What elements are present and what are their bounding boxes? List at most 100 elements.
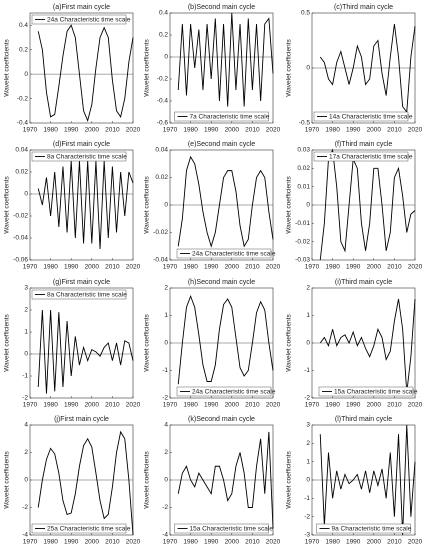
legend-box (174, 111, 269, 122)
x-tick-label: 2010 (105, 127, 120, 134)
y-tick-label: 0.4 (159, 10, 168, 17)
x-tick-label: 1970 (163, 127, 178, 134)
series-line (37, 430, 134, 536)
y-tick-label: -4 (162, 532, 168, 539)
legend-label: 15a Characteristic time scale (334, 389, 418, 396)
x-tick-label: 2000 (367, 264, 382, 271)
panel-title: (h)Second main cycle (188, 279, 255, 286)
y-tick-label: -2 (22, 395, 28, 402)
x-tick-label: 1980 (325, 539, 340, 546)
legend-box (316, 523, 411, 534)
y-tick-label: 0 (24, 191, 28, 198)
x-tick-label: 1970 (23, 264, 38, 271)
x-tick-label: 2000 (367, 539, 382, 546)
legend-label: 9a Characteristic time scale (332, 526, 412, 533)
legend: 15a Characteristic time scale (318, 386, 418, 397)
y-tick-label: 2 (164, 285, 168, 292)
y-tick-label: 3 (24, 285, 28, 292)
series-line (37, 160, 134, 250)
x-tick-label: 1980 (43, 127, 58, 134)
x-tick-label: 1970 (163, 264, 178, 271)
x-tick-label: 2010 (387, 264, 402, 271)
legend: 8a Characteristic time scale (31, 151, 127, 162)
legend: 14a Characteristic time scale (313, 111, 413, 122)
legend: 17a Characteristic time scale (313, 151, 413, 162)
y-tick-label: 0 (306, 477, 310, 484)
legend-label: 8a Characteristic time scale (47, 292, 127, 299)
x-tick-label: 2020 (266, 539, 281, 546)
x-tick-label: 1970 (163, 539, 178, 546)
series-line (177, 12, 274, 107)
y-tick-label: -2 (162, 395, 168, 402)
x-tick-label: 2010 (245, 127, 260, 134)
y-tick-label: 1 (306, 312, 310, 319)
y-tick-label: -1 (304, 495, 310, 502)
legend-box (174, 523, 269, 534)
x-tick-label: 1990 (204, 402, 219, 409)
x-tick-label: 1990 (346, 402, 361, 409)
panel-title: (i)Third main cycle (335, 279, 392, 286)
y-tick-label: -1 (304, 367, 310, 374)
x-tick-label: 2020 (408, 539, 423, 546)
y-tick-label: 0 (164, 477, 168, 484)
x-tick-label: 1970 (305, 264, 320, 271)
series-line (319, 424, 416, 536)
y-tick-label: 0 (24, 71, 28, 78)
legend: 24a Characteristic time scale (176, 248, 276, 259)
x-tick-label: 1980 (43, 264, 58, 271)
legend-label: 14a Characteristic time scale (329, 114, 413, 121)
series-line (319, 298, 416, 393)
y-tick-label: 2 (24, 449, 28, 456)
y-tick-label: 0 (306, 65, 310, 72)
y-tick-label: 0 (306, 340, 310, 347)
y-tick-label: 0.2 (159, 32, 168, 39)
x-tick-label: 1980 (183, 264, 198, 271)
plot-area (29, 12, 134, 124)
x-tick-label: 2020 (126, 264, 141, 271)
x-tick-label: 2000 (367, 402, 382, 409)
x-tick-label: 1990 (204, 539, 219, 546)
y-tick-label: 0 (24, 477, 28, 484)
x-tick-label: 1980 (183, 402, 198, 409)
y-axis-label: Wavelet coefficients (4, 314, 11, 372)
x-tick-label: 2000 (85, 539, 100, 546)
y-axis-label: Wavelet coefficients (286, 314, 293, 372)
y-axis-label: Wavelet coefficients (144, 314, 151, 372)
legend-label: 8a Characteristic time scale (47, 154, 127, 161)
x-tick-label: 2020 (126, 539, 141, 546)
y-tick-label: -2 (22, 504, 28, 511)
y-tick-label: -0.4 (17, 120, 29, 127)
y-axis-label: Wavelet coefficients (286, 39, 293, 97)
x-tick-label: 1990 (64, 127, 79, 134)
y-tick-label: -0.02 (153, 229, 168, 236)
y-tick-label: 2 (24, 307, 28, 314)
panel-title: (k)Second main cycle (188, 416, 255, 423)
x-tick-label: 1980 (325, 264, 340, 271)
y-tick-label: 0.02 (155, 174, 168, 181)
y-tick-label: -0.04 (13, 235, 28, 242)
legend: 15a Characteristic time scale (174, 523, 273, 534)
x-tick-label: 1970 (305, 539, 320, 546)
x-tick-label: 2010 (245, 539, 260, 546)
y-tick-label: -1 (22, 373, 28, 380)
x-tick-label: 1980 (43, 402, 58, 409)
y-tick-label: 2 (306, 285, 310, 292)
y-tick-label: 1 (306, 458, 310, 465)
x-tick-label: 2000 (225, 264, 240, 271)
x-tick-label: 1980 (183, 127, 198, 134)
x-tick-label: 1990 (346, 127, 361, 134)
y-tick-label: 0 (24, 351, 28, 358)
panel-title: (d)First main cycle (53, 141, 110, 148)
x-tick-label: 2010 (387, 402, 402, 409)
legend-box (313, 111, 409, 122)
panel-title: (b)Second main cycle (188, 4, 255, 11)
legend-label: 7a Characteristic time scale (190, 114, 270, 121)
x-tick-label: 1990 (64, 539, 79, 546)
x-tick-label: 1990 (346, 264, 361, 271)
x-tick-label: 2020 (408, 264, 423, 271)
x-tick-label: 2000 (85, 402, 100, 409)
x-tick-label: 1990 (204, 127, 219, 134)
x-tick-label: 1980 (43, 539, 58, 546)
y-tick-label: 0.01 (297, 183, 310, 190)
